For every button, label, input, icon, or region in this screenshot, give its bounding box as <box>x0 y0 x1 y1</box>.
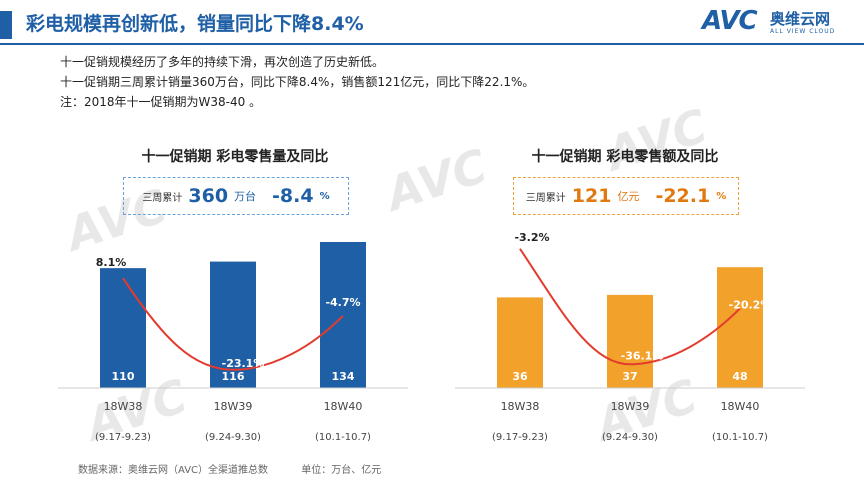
yoy-label: -3.2% <box>514 231 549 244</box>
summary-label: 三周累计 <box>525 192 566 204</box>
footer: 数据来源：奥维云网（AVC）全渠道推总数 单位：万台、亿元 <box>78 461 411 476</box>
bar-value-label: 110 <box>112 370 135 383</box>
yoy-line <box>519 248 741 366</box>
intro-line: 注：2018年十一促销期为W38-40 。 <box>60 95 262 109</box>
bar-value-label: 36 <box>512 370 528 383</box>
bar <box>607 294 653 388</box>
title-bar: 彩电规模再创新低，销量同比下降8.4% <box>0 0 864 46</box>
footer-unit: 单位：万台、亿元 <box>301 465 382 476</box>
footer-source: 数据来源：奥维云网（AVC）全渠道推总数 <box>78 465 269 476</box>
chart-title-sales: 十一促销期 彩电零售额及同比 <box>531 149 719 165</box>
x-range-label: (10.1-10.7) <box>712 432 768 443</box>
summary-value: 360 <box>188 185 229 207</box>
summary-unit: 亿元 <box>617 190 640 203</box>
summary-box-volume: 三周累计 360 万台 -8.4 % <box>123 177 349 215</box>
x-tick-label: 18W40 <box>324 400 363 413</box>
x-tick-label: 18W39 <box>611 400 650 413</box>
intro-text: 十一促销规模经历了多年的持续下滑，再次创造了历史新低。 十一促销期三周累计销量3… <box>60 52 534 112</box>
logo-name: 奥维云网 <box>770 10 831 28</box>
summary-unit: 万台 <box>234 190 257 203</box>
title-underline <box>0 43 864 45</box>
logo-tagline: ALL VIEW CLOUD <box>770 28 836 35</box>
x-range-label: (9.17-9.23) <box>492 432 548 443</box>
yoy-label: -23.1% <box>222 357 265 370</box>
bar <box>497 297 543 388</box>
bar-value-label: 116 <box>222 370 245 383</box>
summary-change: -22.1 <box>655 185 711 207</box>
bar-value-label: 37 <box>622 370 637 383</box>
bar <box>210 261 256 388</box>
yoy-label: 8.1% <box>96 256 127 269</box>
intro-line: 十一促销规模经历了多年的持续下滑，再次创造了历史新低。 <box>60 55 385 69</box>
bar <box>717 267 763 388</box>
bar <box>320 241 366 388</box>
summary-change-unit: % <box>716 190 727 202</box>
bar-value-label: 134 <box>332 370 355 383</box>
logo-mark: AVC <box>702 6 758 36</box>
yoy-label: -36.1% <box>621 349 664 362</box>
yoy-line <box>122 277 344 371</box>
bar-value-label: 48 <box>732 370 747 383</box>
summary-value: 121 <box>571 185 612 207</box>
yoy-label: -4.7% <box>325 296 360 309</box>
page-title: 彩电规模再创新低，销量同比下降8.4% <box>26 13 364 35</box>
bar <box>100 268 146 388</box>
x-tick-label: 18W38 <box>104 400 143 413</box>
summary-label: 三周累计 <box>142 192 183 204</box>
x-tick-label: 18W38 <box>501 400 540 413</box>
x-range-label: (9.17-9.23) <box>95 432 151 443</box>
summary-change-unit: % <box>319 190 330 202</box>
x-tick-label: 18W39 <box>214 400 253 413</box>
x-range-label: (10.1-10.7) <box>315 432 371 443</box>
chart-title-volume: 十一促销期 彩电零售量及同比 <box>141 149 329 165</box>
summary-change: -8.4 <box>272 185 314 207</box>
title-accent <box>0 11 12 39</box>
brand-logo: AVC 奥维云网 ALL VIEW CLOUD <box>702 6 852 42</box>
x-tick-label: 18W40 <box>721 400 760 413</box>
x-range-label: (9.24-9.30) <box>205 432 261 443</box>
yoy-label: -20.2% <box>729 298 772 311</box>
intro-line: 十一促销期三周累计销量360万台，同比下降8.4%，销售额121亿元，同比下降2… <box>60 75 535 89</box>
summary-box-sales: 三周累计 121 亿元 -22.1 % <box>513 177 739 215</box>
x-range-label: (9.24-9.30) <box>602 432 658 443</box>
